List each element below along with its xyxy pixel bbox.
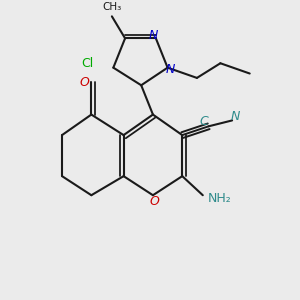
Text: NH₂: NH₂ <box>208 192 232 205</box>
Text: N: N <box>149 29 158 43</box>
Text: C: C <box>200 115 208 128</box>
Text: O: O <box>79 76 89 89</box>
Text: N: N <box>231 110 240 123</box>
Text: Cl: Cl <box>81 57 93 70</box>
Text: CH₃: CH₃ <box>102 2 122 12</box>
Text: O: O <box>149 195 159 208</box>
Text: N: N <box>165 64 175 76</box>
